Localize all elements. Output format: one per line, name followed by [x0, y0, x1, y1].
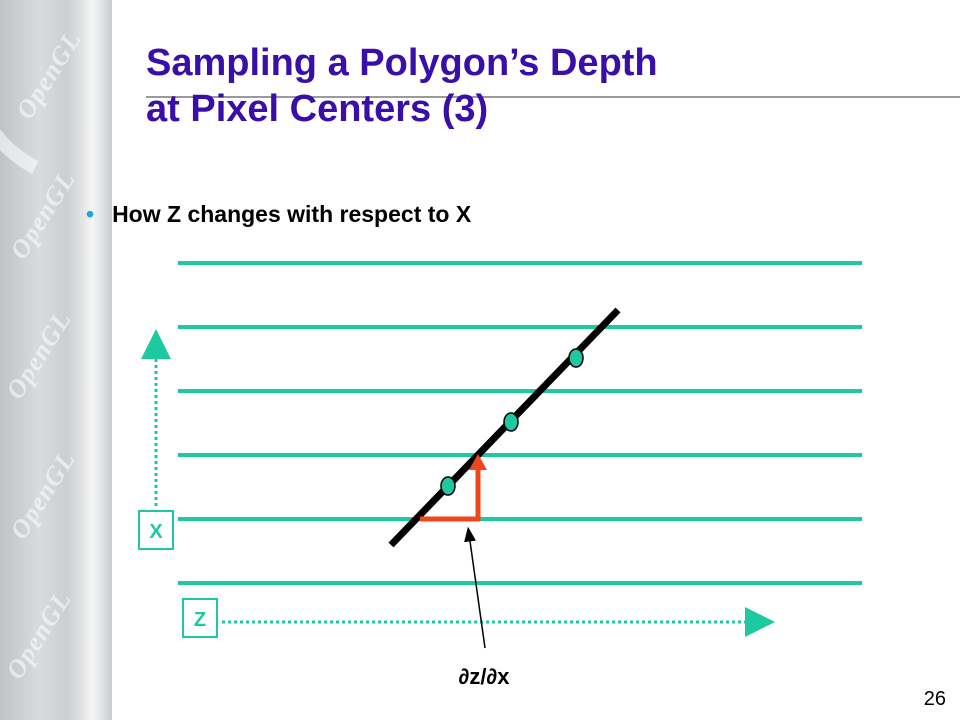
scanlines	[178, 261, 862, 585]
x-axis-label: X	[149, 521, 163, 543]
derivative-step	[420, 466, 481, 522]
sample-point	[503, 412, 519, 432]
z-axis-label: Z	[194, 609, 206, 631]
page-number: 26	[923, 688, 946, 710]
z-axis-label-box	[182, 598, 218, 638]
bullet-item: • How Z changes with respect to X	[86, 201, 471, 228]
sidebar-decoration: OpenGL OpenGL OpenGL OpenGL OpenGL	[0, 0, 112, 720]
slide-title: Sampling a Polygon’s Depth at Pixel Cent…	[146, 40, 926, 132]
x-axis-label-box	[138, 510, 174, 550]
bullet-text: How Z changes with respect to X	[112, 201, 472, 227]
slide-title-line-2: at Pixel Centers (3)	[146, 88, 489, 130]
derivative-pointer-arrow	[464, 526, 486, 649]
sample-point	[568, 348, 584, 368]
derivative-arrowhead-icon	[469, 454, 487, 470]
polygon-edge	[388, 307, 621, 548]
title-divider	[146, 96, 960, 98]
derivative-label: ∂z/∂x	[458, 664, 510, 689]
slide-title-line-1: Sampling a Polygon’s Depth	[146, 42, 658, 84]
sample-point	[440, 476, 456, 496]
bullet-dot-icon: •	[86, 201, 95, 227]
sidebar-shine	[66, 0, 112, 720]
